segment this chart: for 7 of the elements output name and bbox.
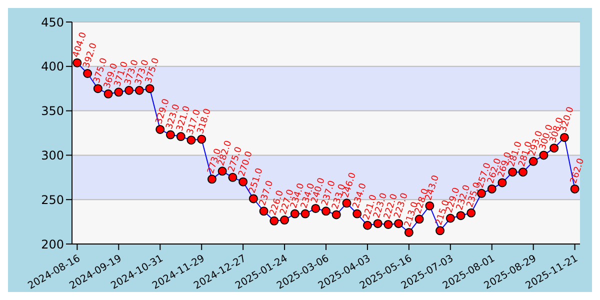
- y-tick-label: 350: [41, 104, 64, 118]
- y-tick-label: 450: [41, 15, 64, 30]
- y-tick-label: 250: [41, 192, 64, 207]
- y-tick-label: 400: [41, 60, 64, 74]
- y-tick-label: 300: [41, 148, 64, 162]
- data-label: 262.0: [569, 157, 587, 185]
- y-tick-label: 200: [41, 237, 64, 252]
